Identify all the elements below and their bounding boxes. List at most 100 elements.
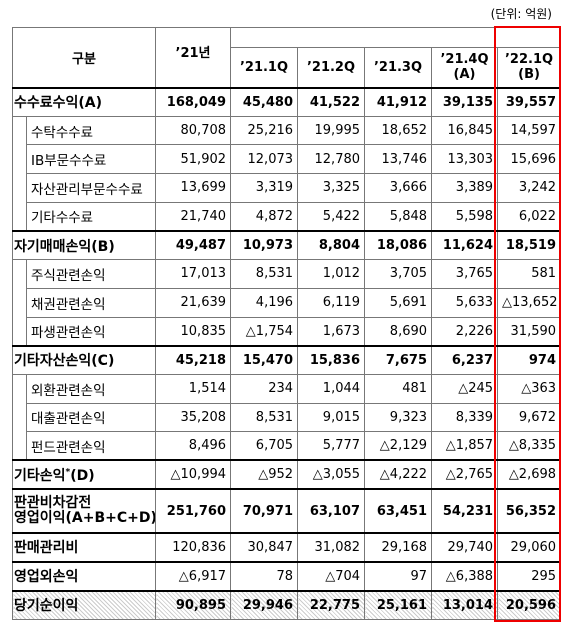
value-cell: 90,895 xyxy=(155,589,232,620)
value-cell: 13,303 xyxy=(431,144,499,175)
label-text: 파생관련손익 xyxy=(31,325,106,342)
value-cell: 1,514 xyxy=(155,373,232,404)
value-cell: 8,496 xyxy=(155,431,232,461)
label-text: 채권관련손익 xyxy=(31,296,106,313)
value-cell: 21,639 xyxy=(155,287,232,318)
quarter-label: ’21.1Q xyxy=(239,59,289,75)
unit-label: (단위: 억원) xyxy=(490,7,552,21)
value-cell: 41,912 xyxy=(364,86,433,117)
value-cell: 6,119 xyxy=(297,287,366,318)
value-cell: 6,022 xyxy=(497,201,562,232)
value-cell: 5,691 xyxy=(364,287,433,318)
value-cell: △10,994 xyxy=(155,459,232,490)
quarter-label: ’21.2Q xyxy=(306,59,356,75)
value-cell: 41,522 xyxy=(297,86,366,117)
value-cell: 20,596 xyxy=(497,589,562,620)
label-text: 자산관리부문수수료 xyxy=(31,181,143,198)
value-cell: 3,705 xyxy=(364,259,433,289)
value-cell: △1,857 xyxy=(431,431,499,461)
table-row: 외환관련손익 1,514 234 1,044 481 △245 △363 xyxy=(12,373,562,404)
value-cell: △245 xyxy=(431,373,499,404)
value-cell: 18,086 xyxy=(364,229,433,261)
value-cell: 30,847 xyxy=(230,532,299,563)
value-cell: 10,973 xyxy=(230,229,299,261)
table-row: 펀드관련손익 8,496 6,705 5,777 △2,129 △1,857 △8,335 xyxy=(12,431,562,461)
value-cell: 3,389 xyxy=(431,173,499,203)
value-cell: 8,804 xyxy=(297,229,366,261)
value-cell: 63,451 xyxy=(364,488,433,534)
value-cell: 21,740 xyxy=(155,201,232,232)
value-cell: 6,705 xyxy=(230,431,299,461)
value-cell: 19,995 xyxy=(297,115,366,146)
value-cell: 31,590 xyxy=(497,316,562,347)
indent-cell xyxy=(12,173,27,203)
value-cell: 1,012 xyxy=(297,259,366,289)
quarter-label: ’21.3Q xyxy=(373,59,423,75)
value-cell: 25,161 xyxy=(364,589,433,620)
value-cell: △2,765 xyxy=(431,459,499,490)
label-suffix: (D) xyxy=(70,467,95,484)
row-label: 수수료수익(A) xyxy=(11,86,157,117)
row-label: 영업외손익 xyxy=(11,560,157,591)
quarter-sub: (B) xyxy=(518,67,540,83)
value-cell: 251,760 xyxy=(155,488,232,534)
value-cell: 35,208 xyxy=(155,402,232,433)
row-label: 기타손익*(D) xyxy=(11,459,157,490)
indent-cell xyxy=(12,259,27,289)
row-label: 자기매매손익(B) xyxy=(11,229,157,261)
table-row: 대출관련손익 35,208 8,531 9,015 9,323 8,339 9,672 xyxy=(12,402,562,433)
value-cell: 49,487 xyxy=(155,229,232,261)
row-label: 채권관련손익 xyxy=(25,287,157,318)
value-cell: 481 xyxy=(364,373,433,404)
value-cell: 13,746 xyxy=(364,144,433,175)
header-row: 구분 ’21년 xyxy=(11,27,562,88)
value-cell: △8,335 xyxy=(497,431,562,461)
value-cell: 9,015 xyxy=(297,402,366,433)
label-text: 대출관련손익 xyxy=(31,411,106,428)
label-text: 기타수수료 xyxy=(31,210,94,227)
header-quarter: ’21.4Q (A) xyxy=(431,47,499,89)
value-cell: 581 xyxy=(497,259,562,289)
label-text: 펀드관련손익 xyxy=(31,439,106,456)
value-cell: 6,237 xyxy=(431,344,499,375)
header-label: 구분 xyxy=(11,27,157,88)
value-cell: 54,231 xyxy=(431,488,499,534)
quarter-sub: (A) xyxy=(453,67,476,83)
value-cell: 56,352 xyxy=(497,488,562,534)
table-row: 파생관련손익 10,835 △1,754 1,673 8,690 2,226 31,590 xyxy=(12,316,562,347)
value-cell: 18,519 xyxy=(497,229,562,261)
indent-cell xyxy=(12,403,27,432)
label-line: 영업이익(A+B+C+D) xyxy=(14,510,156,527)
table-row: 영업외손익 △6,917 78 △704 97 △6,388 295 xyxy=(11,560,562,591)
value-cell: △6,388 xyxy=(431,560,499,591)
value-cell: 70,971 xyxy=(230,488,299,534)
row-label: 자산관리부문수수료 xyxy=(25,173,157,203)
value-cell: △1,754 xyxy=(230,316,299,347)
value-cell: △4,222 xyxy=(364,459,433,490)
header-quarter: ’21.3Q xyxy=(364,47,433,89)
row-label: 수탁수수료 xyxy=(25,115,157,146)
value-cell: △13,652 xyxy=(497,287,562,318)
value-cell: 14,597 xyxy=(497,115,562,146)
table-row: 수수료수익(A) 168,049 45,480 41,522 41,912 39,135 3… xyxy=(11,86,562,117)
value-cell: 295 xyxy=(497,560,562,591)
row-label: 외환관련손익 xyxy=(25,373,157,404)
value-cell: 25,216 xyxy=(230,115,299,146)
label-text: 영업외손익 xyxy=(14,569,79,586)
value-cell: 7,675 xyxy=(364,344,433,375)
indent-cell xyxy=(12,431,27,461)
header-spacer xyxy=(230,27,562,48)
value-cell: 9,672 xyxy=(497,402,562,433)
row-label: 펀드관련손익 xyxy=(25,431,157,461)
value-cell: △2,129 xyxy=(364,431,433,461)
value-cell: 15,836 xyxy=(297,344,366,375)
value-cell: 5,777 xyxy=(297,431,366,461)
value-cell: 8,339 xyxy=(431,402,499,433)
value-cell: 12,073 xyxy=(230,144,299,175)
value-cell: △704 xyxy=(297,560,366,591)
value-cell: 16,845 xyxy=(431,115,499,146)
table-body: 수수료수익(A) 168,049 45,480 41,522 41,912 39,135 3… xyxy=(11,86,562,620)
value-cell: 3,319 xyxy=(230,173,299,203)
value-cell: 39,135 xyxy=(431,86,499,117)
